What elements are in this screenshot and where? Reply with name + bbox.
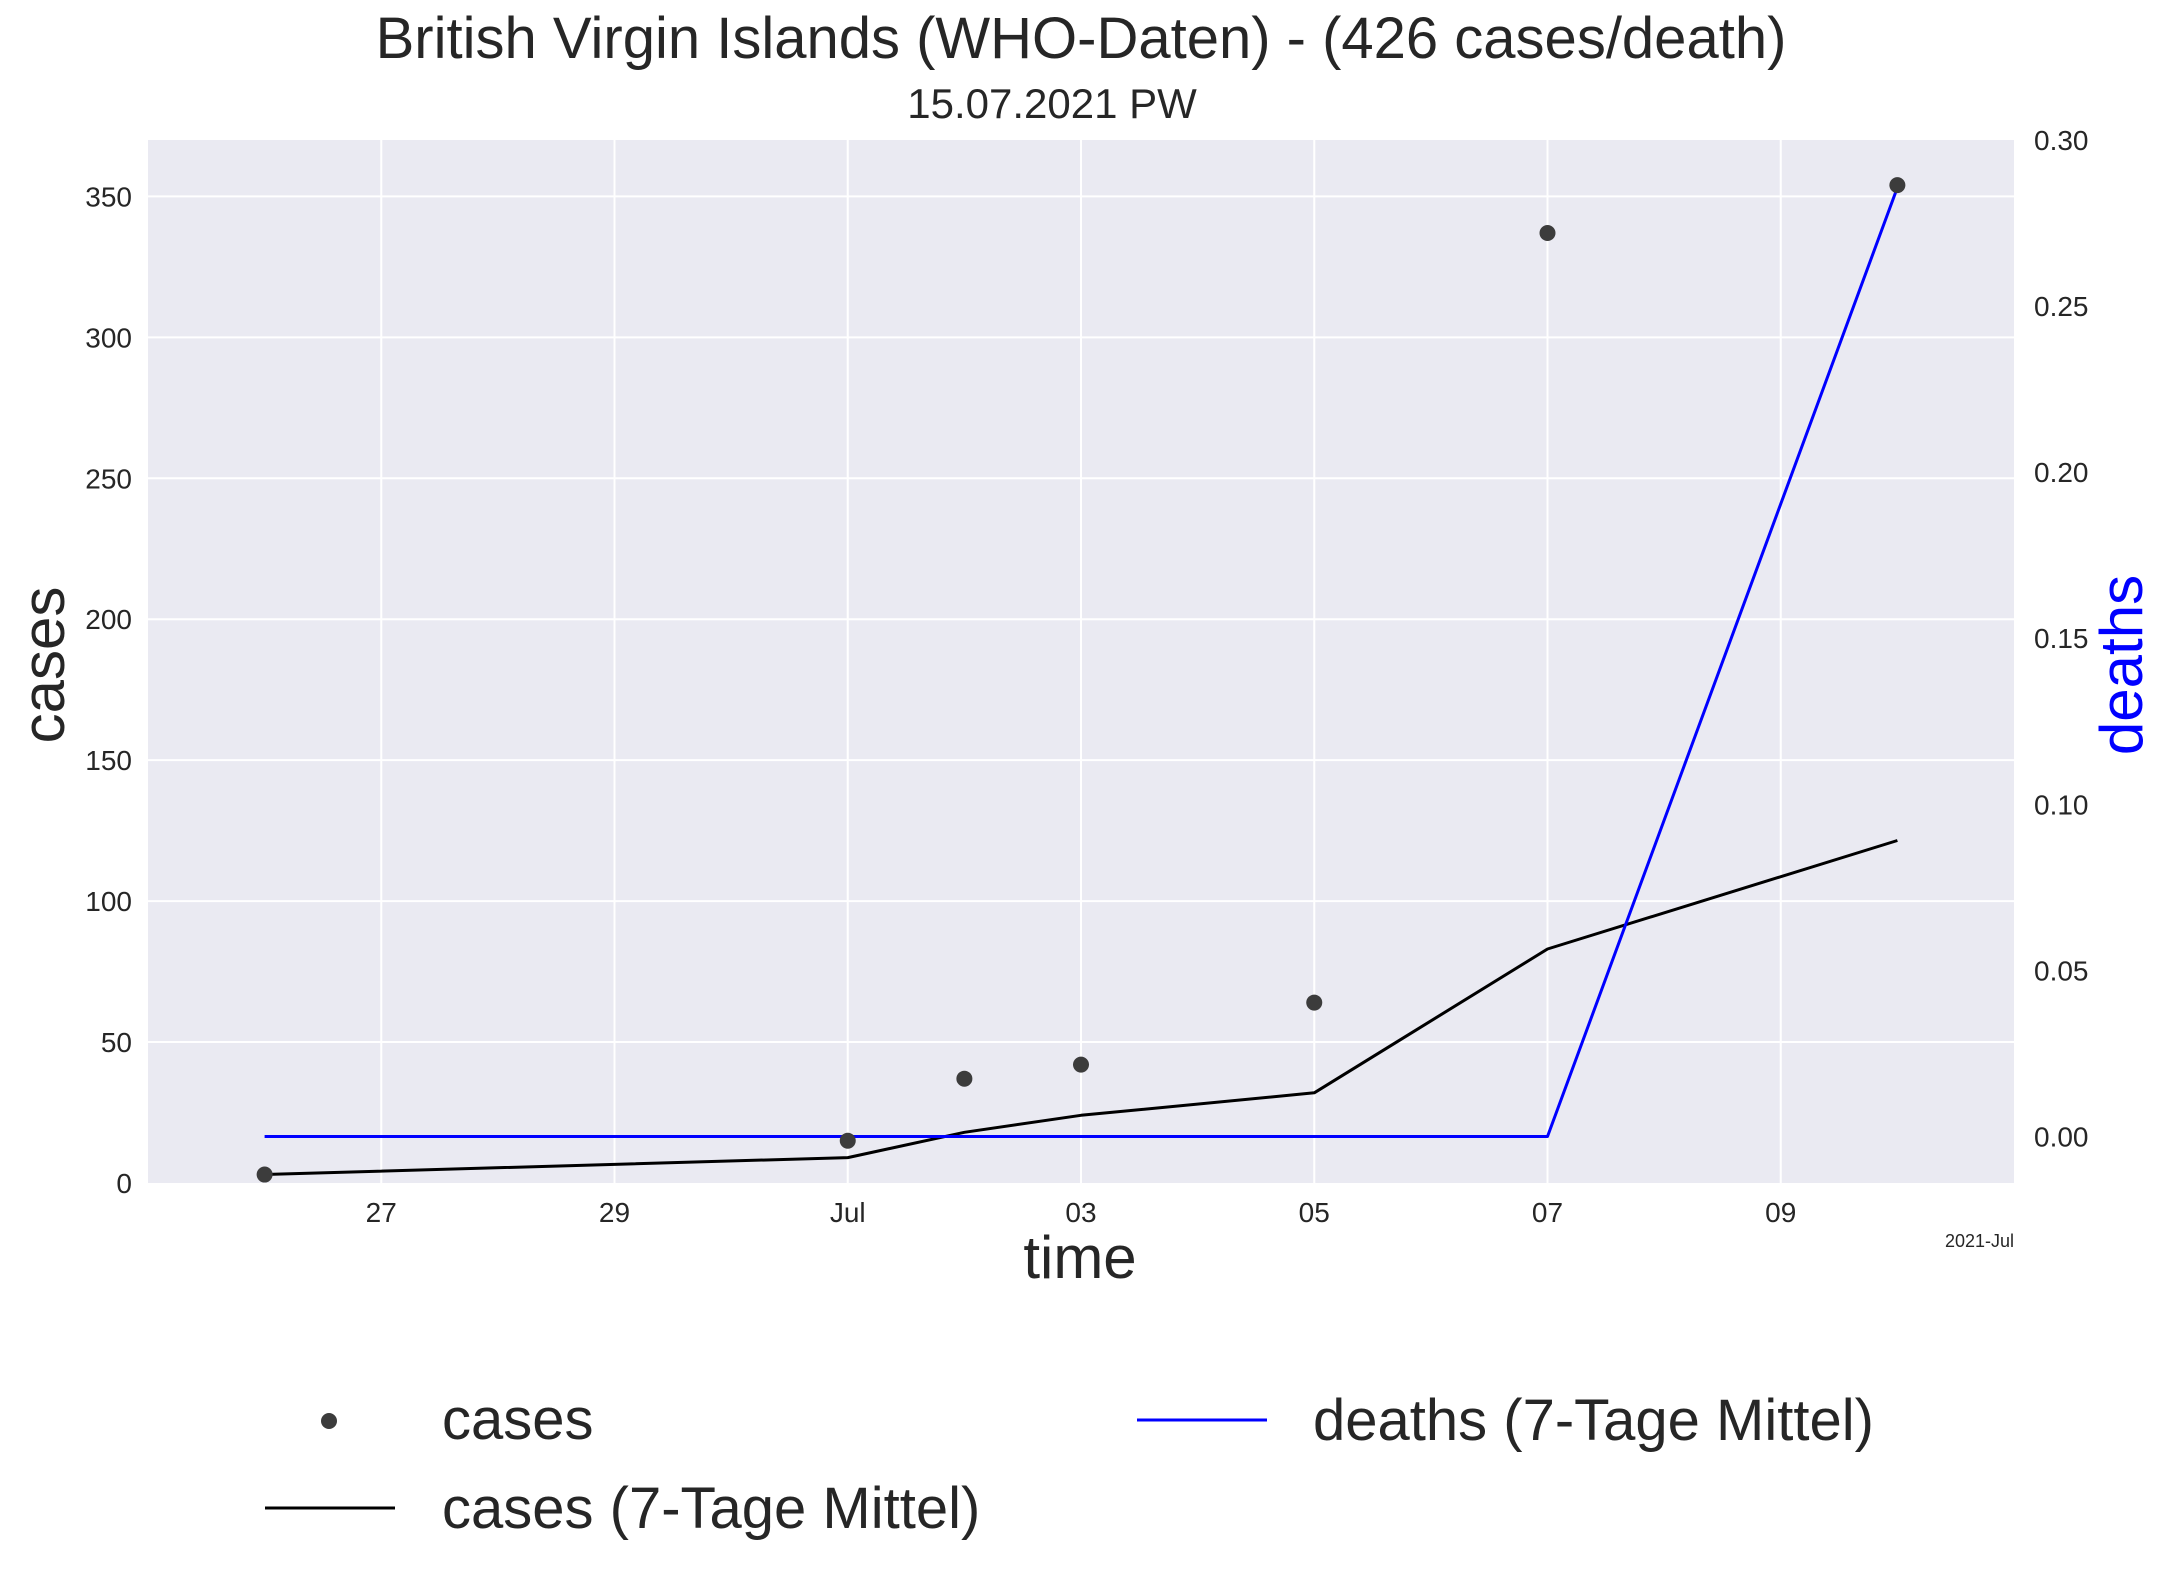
x-offset-label: 2021-Jul <box>1945 1231 2014 1251</box>
cases-point <box>1889 177 1906 194</box>
right-tick-label: 0.00 <box>2034 1121 2089 1152</box>
chart-subtitle: 15.07.2021 PW <box>907 80 1197 127</box>
cases-point <box>839 1132 856 1149</box>
left-tick-label: 300 <box>85 322 132 353</box>
legend: cases cases (7-Tage Mittel) deaths (7-Ta… <box>265 1387 1874 1541</box>
right-tick-label: 0.15 <box>2034 623 2089 654</box>
x-tick-label: Jul <box>830 1197 866 1228</box>
right-tick-labels: 0.00 0.05 0.10 0.15 0.20 0.25 0.30 <box>2034 125 2089 1152</box>
cases-point <box>1539 225 1556 242</box>
right-tick-label: 0.20 <box>2034 457 2089 488</box>
x-tick-label: 03 <box>1065 1197 1096 1228</box>
series-layer <box>256 177 1906 1183</box>
left-tick-label: 200 <box>85 604 132 635</box>
cases-point <box>1306 994 1323 1011</box>
x-axis-label: time <box>1023 1224 1136 1291</box>
legend-label-cases-avg: cases (7-Tage Mittel) <box>442 1476 980 1541</box>
left-tick-label: 50 <box>101 1027 132 1058</box>
x-tick-label: 09 <box>1765 1197 1796 1228</box>
right-tick-label: 0.10 <box>2034 789 2089 820</box>
left-tick-label: 350 <box>85 181 132 212</box>
x-tick-label: 27 <box>366 1197 397 1228</box>
x-tick-labels: 27 29 Jul 03 05 07 09 <box>366 1197 1797 1228</box>
right-axis-label: deaths <box>2088 575 2155 755</box>
legend-label-cases: cases <box>442 1387 594 1452</box>
left-tick-label: 100 <box>85 886 132 917</box>
cases-point <box>1073 1056 1089 1073</box>
x-gridlines <box>380 140 1782 1183</box>
y-gridlines <box>148 195 2014 1044</box>
cases-point <box>256 1166 273 1183</box>
left-tick-labels: 0 50 100 150 200 250 300 350 <box>85 181 132 1199</box>
x-tick-label: 05 <box>1299 1197 1330 1228</box>
right-tick-label: 0.30 <box>2034 125 2089 156</box>
right-tick-label: 0.05 <box>2034 955 2089 986</box>
x-tick-label: 07 <box>1532 1197 1563 1228</box>
x-tick-label: 29 <box>599 1197 630 1228</box>
left-tick-label: 0 <box>116 1168 132 1199</box>
left-axis-label: cases <box>10 587 77 744</box>
left-tick-label: 150 <box>85 745 132 776</box>
cases-avg-line <box>264 839 1898 1176</box>
cases-point <box>956 1070 973 1087</box>
chart-title: British Virgin Islands (WHO-Daten) - (42… <box>376 6 1787 71</box>
legend-label-deaths-avg: deaths (7-Tage Mittel) <box>1313 1388 1874 1453</box>
right-tick-label: 0.25 <box>2034 291 2089 322</box>
left-tick-label: 250 <box>85 463 132 494</box>
legend-marker-cases <box>321 1413 337 1429</box>
